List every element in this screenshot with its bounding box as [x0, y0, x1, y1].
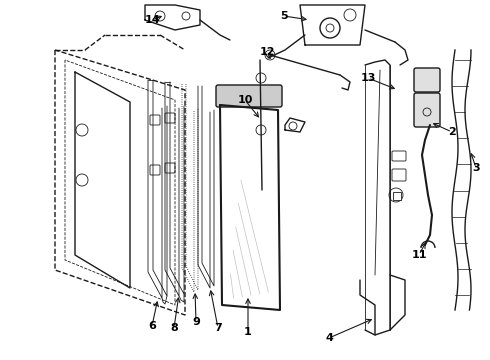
FancyBboxPatch shape: [165, 113, 175, 123]
Text: 3: 3: [472, 163, 480, 173]
Text: 4: 4: [325, 333, 333, 343]
FancyBboxPatch shape: [150, 165, 160, 175]
Text: 7: 7: [214, 323, 222, 333]
Text: 8: 8: [170, 323, 178, 333]
FancyBboxPatch shape: [165, 163, 175, 173]
FancyBboxPatch shape: [392, 169, 406, 181]
Text: 11: 11: [411, 250, 427, 260]
FancyBboxPatch shape: [414, 68, 440, 92]
FancyBboxPatch shape: [414, 93, 440, 127]
Text: 5: 5: [280, 11, 288, 21]
Text: 10: 10: [237, 95, 253, 105]
Text: 9: 9: [192, 317, 200, 327]
Text: 13: 13: [360, 73, 376, 83]
FancyBboxPatch shape: [216, 85, 282, 107]
Text: 1: 1: [244, 327, 252, 337]
FancyBboxPatch shape: [392, 151, 406, 161]
FancyBboxPatch shape: [393, 192, 401, 200]
Text: 12: 12: [259, 47, 275, 57]
Text: 14: 14: [144, 15, 160, 25]
FancyBboxPatch shape: [150, 115, 160, 125]
Text: 6: 6: [148, 321, 156, 331]
Text: 2: 2: [448, 127, 456, 137]
